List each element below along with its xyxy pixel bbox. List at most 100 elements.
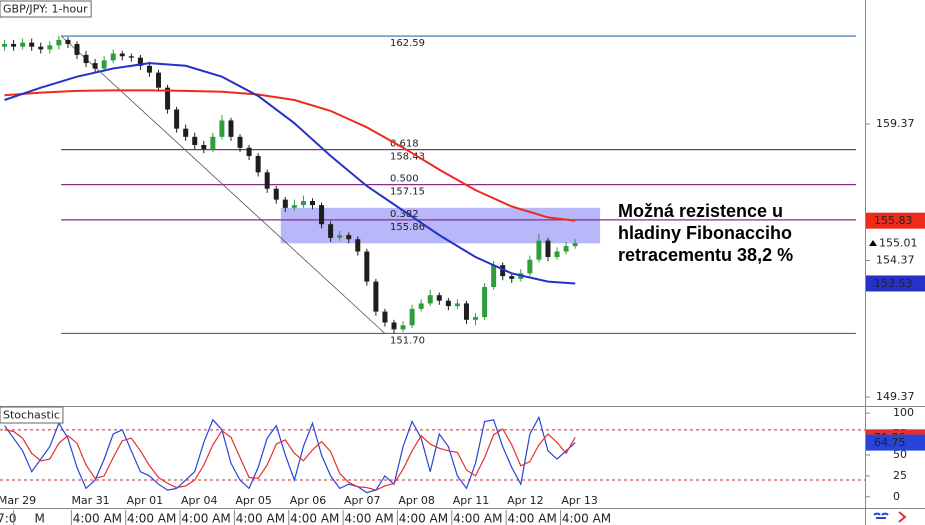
x-time-label: 4:00 AM xyxy=(127,512,176,525)
trend-line xyxy=(60,35,386,334)
candle-body xyxy=(128,56,134,58)
candle-body xyxy=(454,303,460,307)
moving-average xyxy=(4,89,576,222)
price-marker xyxy=(869,240,877,247)
ma-value-tag: 155.83 xyxy=(866,212,925,229)
x-tick-label: Apr 11 xyxy=(453,494,490,507)
candle-body xyxy=(346,235,352,240)
candle-body xyxy=(536,240,542,260)
candle-body xyxy=(137,57,143,66)
candle-body xyxy=(156,72,162,88)
x-time-label: 4:00 AM xyxy=(236,512,285,525)
x-time-label: 4:00 AM xyxy=(399,512,448,525)
toolbar-icons[interactable] xyxy=(873,511,907,523)
fib-price: 157.15 xyxy=(390,187,425,198)
ma-value-tag: 153.53 xyxy=(866,275,925,292)
last-price: 155.01 xyxy=(879,237,918,250)
candle-body xyxy=(2,43,8,47)
stochastic-line xyxy=(4,428,576,491)
y-tick-label: 149.37 xyxy=(876,390,915,403)
candle-body xyxy=(482,287,488,318)
candle-body xyxy=(418,303,424,309)
x-time-label: 4:00 AM xyxy=(181,512,230,525)
link-icon[interactable] xyxy=(873,512,889,519)
candle-body xyxy=(29,42,35,47)
resistance-zone xyxy=(280,207,601,244)
fib-price: 158.43 xyxy=(390,152,425,163)
candle-body xyxy=(328,224,334,238)
candle-body xyxy=(473,317,479,320)
arrow-icon[interactable] xyxy=(898,511,907,523)
fib-ratio: 0.382 xyxy=(390,209,419,220)
last-price-tag: 155.01 xyxy=(869,237,918,250)
candle-body xyxy=(436,295,442,301)
candle-body xyxy=(255,155,261,173)
candle-body xyxy=(382,311,388,323)
candle-body xyxy=(237,136,243,148)
title: Stochastic xyxy=(3,409,60,422)
candle-body xyxy=(337,235,343,238)
x-time-label: M xyxy=(34,512,44,525)
candle-body xyxy=(201,145,207,150)
candle-body xyxy=(146,65,152,73)
annotation: hladiny Fibonacciho xyxy=(618,223,792,243)
x-tick-label: Apr 07 xyxy=(344,494,381,507)
candle-body xyxy=(110,53,116,61)
candle-body xyxy=(273,188,279,200)
candle-body xyxy=(65,39,71,44)
x-tick-label: Apr 06 xyxy=(290,494,327,507)
stochastic-line xyxy=(4,415,576,494)
title: GBP/JPY: 1-hour xyxy=(3,3,88,16)
moving-average xyxy=(4,62,576,285)
candle-body xyxy=(563,246,569,252)
candle-body xyxy=(192,136,198,146)
x-time-label: 4:00 AM xyxy=(562,512,611,525)
panel-title: Stochastic xyxy=(0,406,64,424)
fib-price: 151.70 xyxy=(390,335,425,346)
title-box xyxy=(0,0,92,18)
annotation: Možná rezistence u xyxy=(618,201,783,221)
candle-body xyxy=(38,46,44,50)
candle-body xyxy=(427,295,433,304)
candle-body xyxy=(300,200,306,206)
candle-body xyxy=(264,172,270,189)
y-tick-label: 0 xyxy=(893,490,900,503)
candle-body xyxy=(228,120,234,137)
candle-body xyxy=(183,128,189,137)
x-time-label: 4:00 AM xyxy=(290,512,339,525)
candle-body xyxy=(83,54,89,64)
candle-body xyxy=(391,322,397,330)
y-tick-label: 159.37 xyxy=(876,117,915,130)
value-tag: 155.83 xyxy=(874,214,913,227)
stochastic-value-tag: 64.75 xyxy=(866,434,925,451)
candle-body xyxy=(47,45,53,50)
candle-body xyxy=(11,43,17,47)
panel-title: GBP/JPY: 1-hour xyxy=(0,0,92,18)
candle-body xyxy=(92,63,98,69)
value-tag-box xyxy=(866,275,925,292)
candle-body xyxy=(355,239,361,252)
candle-body xyxy=(500,265,506,277)
candle-body xyxy=(527,259,533,274)
y-tick-label: 25 xyxy=(893,469,907,482)
x-time-label: 7:0 xyxy=(0,512,16,525)
candle-body xyxy=(400,325,406,330)
x-tick-label: Mar 29 xyxy=(0,494,36,507)
fib-ratio: 0.500 xyxy=(390,174,419,185)
x-tick-label: Apr 13 xyxy=(561,494,598,507)
candle-body xyxy=(364,251,370,282)
candle-body xyxy=(319,205,325,225)
candle-body xyxy=(554,251,560,257)
x-time-label: 4:00 AM xyxy=(73,512,122,525)
value-tag: 153.53 xyxy=(874,277,913,290)
candle-body xyxy=(174,109,180,129)
candle-body xyxy=(491,265,497,288)
candle-body xyxy=(210,136,216,150)
candle-body xyxy=(56,39,62,46)
candle-body xyxy=(165,87,171,110)
candle-body xyxy=(119,53,125,57)
candle-body xyxy=(409,308,415,326)
x-tick-label: Apr 05 xyxy=(235,494,272,507)
